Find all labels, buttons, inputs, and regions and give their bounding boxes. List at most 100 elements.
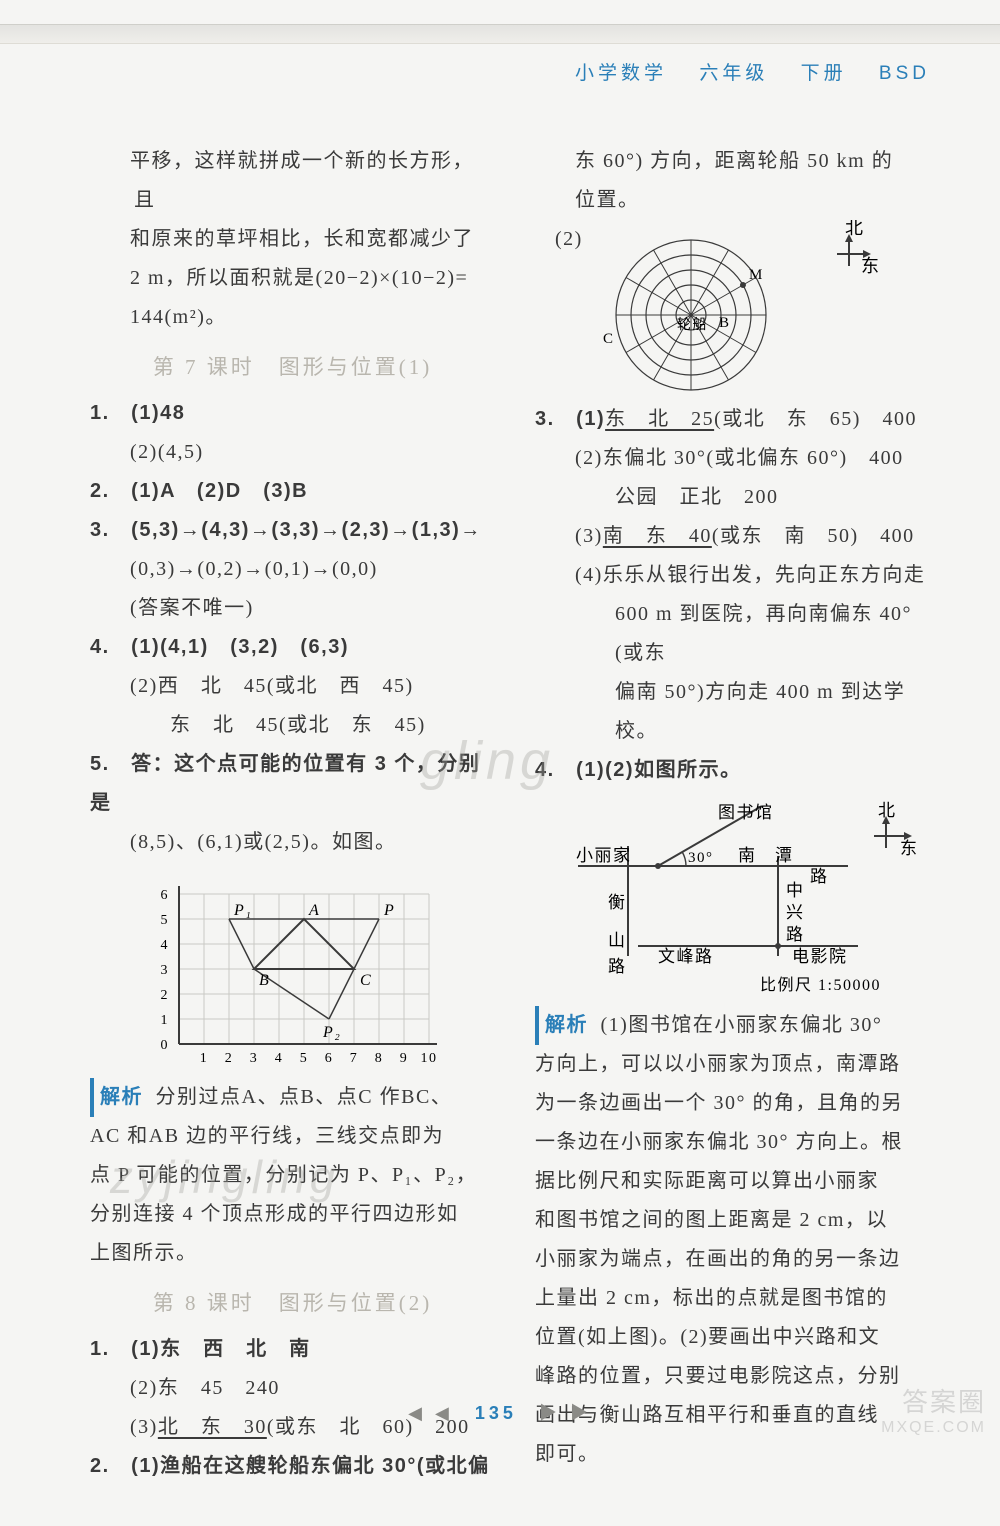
svg-text:4: 4: [274, 1051, 283, 1066]
svg-text:山: 山: [608, 931, 627, 950]
svg-text:0: 0: [160, 1038, 169, 1053]
q1-2: (2)(4,5): [90, 433, 495, 472]
svg-text:中: 中: [786, 881, 805, 900]
q3-3: (3)南 东 40(或东 南 50) 400: [535, 517, 940, 556]
map-figure: 北东图书馆小丽家30°南 潭路中兴路衡山路文峰路电影院比例尺 1:50000: [535, 796, 940, 996]
jiexi-line: 点 P 可能的位置，分别记为 P、P₁、P₂，: [90, 1156, 495, 1195]
svg-text:P: P: [383, 902, 395, 919]
svg-text:文峰路: 文峰路: [658, 947, 714, 966]
jiexi-line: 小丽家为端点，在画出的角的另一条边: [535, 1240, 940, 1279]
intro-line: 144(m²)。: [90, 298, 495, 337]
svg-text:北: 北: [878, 801, 897, 820]
jiexi-line: 上图所示。: [90, 1234, 495, 1273]
right-column: 东 60°) 方向，距离轮船 50 km 的 位置。 (2) 轮船 M B C 北 东…: [535, 142, 940, 1486]
q3-4b: 600 m 到医院，再向南偏东 40°(或东: [535, 595, 940, 673]
lesson-8-title: 第 8 课时 图形与位置(2): [90, 1283, 495, 1324]
q3-1: 3. (5,3)→(4,3)→(3,3)→(2,3)→(1,3)→: [90, 511, 495, 550]
jiexi-block: 解析 (1)图书馆在小丽家东偏北 30°: [535, 1006, 940, 1045]
svg-text:路: 路: [810, 867, 829, 886]
jiexi-line: 为一条边画出一个 30° 的角，且角的另: [535, 1084, 940, 1123]
svg-text:图书馆: 图书馆: [718, 803, 774, 822]
jiexi-block: 解析 分别过点A、点B、点C 作BC、: [90, 1078, 495, 1117]
svg-text:路: 路: [608, 957, 627, 976]
svg-text:M: M: [749, 267, 764, 283]
jiexi-line: 上量出 2 cm，标出的点就是图书馆的: [535, 1279, 940, 1318]
svg-text:P₁: P₁: [233, 902, 252, 919]
jiexi-line: 即可。: [535, 1435, 940, 1474]
jiexi-line: 和图书馆之间的图上距离是 2 cm，以: [535, 1201, 940, 1240]
map-svg: 北东图书馆小丽家30°南 潭路中兴路衡山路文峰路电影院比例尺 1:50000: [548, 796, 928, 996]
svg-text:B: B: [719, 315, 731, 331]
q2: 2. (1)A (2)D (3)B: [90, 472, 495, 511]
svg-text:衡: 衡: [608, 893, 627, 912]
svg-text:8: 8: [374, 1051, 383, 1066]
svg-text:10: 10: [420, 1051, 437, 1066]
svg-text:南 潭: 南 潭: [738, 846, 794, 865]
compass-svg: 轮船 M B C: [591, 220, 811, 400]
q3-1: 3. (1)东 北 25(或北 东 65) 400: [535, 400, 940, 439]
svg-text:轮船: 轮船: [677, 317, 708, 333]
cont-line: 位置。: [535, 181, 940, 220]
svg-text:东: 东: [900, 839, 919, 858]
q5-2: (8,5)、(6,1)或(2,5)。如图。: [90, 823, 495, 862]
svg-text:3: 3: [249, 1051, 258, 1066]
jiexi-line: 峰路的位置，只要过电影院这点，分别: [535, 1357, 940, 1396]
svg-text:3: 3: [160, 963, 169, 978]
jiexi-line: 分别过点A、点B、点C 作BC、: [156, 1086, 453, 1108]
q4-2: (2)西 北 45(或北 西 45): [90, 667, 495, 706]
q4: 4. (1)(2)如图所示。: [535, 751, 940, 790]
svg-text:9: 9: [399, 1051, 408, 1066]
intro-line: 和原来的草坪相比，长和宽都减少了: [90, 220, 495, 259]
svg-text:路: 路: [786, 925, 805, 944]
cont-line: 东 60°) 方向，距离轮船 50 km 的: [535, 142, 940, 181]
svg-text:C: C: [360, 972, 372, 989]
svg-text:P₂: P₂: [322, 1024, 341, 1041]
svg-text:C: C: [603, 331, 615, 347]
page: 平移，这样就拼成一个新的长方形，且 和原来的草坪相比，长和宽都减少了 2 m，所…: [0, 0, 1000, 1526]
svg-text:电影院: 电影院: [792, 947, 848, 966]
q2-fig-row: (2) 轮船MBC 北 东: [535, 220, 940, 400]
jiexi-line: 据比例尺和实际距离可以算出小丽家: [535, 1162, 940, 1201]
q1-1: 1. (1)48: [90, 394, 495, 433]
svg-text:6: 6: [160, 888, 169, 903]
jiexi-line: 方向上，可以以小丽家为顶点，南潭路: [535, 1045, 940, 1084]
grid-svg: 123456789100123456P₁APBCP₂: [143, 868, 443, 1068]
q2-label: (2): [555, 220, 583, 259]
jiexi-line: 一条边在小丽家东偏北 30° 方向上。根: [535, 1123, 940, 1162]
jiexi-line: (1)图书馆在小丽家东偏北 30°: [601, 1014, 883, 1036]
jiexi-line: AC 和AB 边的平行线，三线交点即为: [90, 1117, 495, 1156]
svg-text:比例尺 1:50000: 比例尺 1:50000: [760, 976, 881, 994]
grid-figure: 123456789100123456P₁APBCP₂: [90, 868, 495, 1068]
svg-text:B: B: [259, 972, 270, 989]
jiexi-label: 解析: [535, 1006, 588, 1045]
svg-text:30°: 30°: [688, 850, 714, 866]
svg-text:5: 5: [160, 913, 169, 928]
svg-text:2: 2: [224, 1051, 233, 1066]
q3-2: (2)东偏北 30°(或北偏东 60°) 400: [535, 439, 940, 478]
q4-1: 4. (1)(4,1) (3,2) (6,3): [90, 628, 495, 667]
left-column: 平移，这样就拼成一个新的长方形，且 和原来的草坪相比，长和宽都减少了 2 m，所…: [90, 142, 495, 1486]
b1-1: 1. (1)东 西 北 南: [90, 1330, 495, 1369]
jiexi-line: 位置(如上图)。(2)要画出中兴路和文: [535, 1318, 940, 1357]
lesson-7-title: 第 7 课时 图形与位置(1): [90, 347, 495, 388]
svg-text:东: 东: [861, 256, 879, 276]
page-number: ◀ ◀ 135 ▶ ▶: [0, 1399, 1000, 1425]
svg-text:6: 6: [324, 1051, 333, 1066]
svg-text:1: 1: [160, 1013, 169, 1028]
svg-text:小丽家: 小丽家: [576, 846, 632, 865]
q3-4c: 偏南 50°)方向走 400 m 到达学校。: [535, 673, 940, 751]
svg-text:5: 5: [299, 1051, 308, 1066]
q3-4a: (4)乐乐从银行出发，先向正东方向走: [535, 556, 940, 595]
svg-text:兴: 兴: [786, 903, 805, 922]
q3-3: (答案不唯一): [90, 589, 495, 628]
svg-text:7: 7: [349, 1051, 358, 1066]
svg-text:2: 2: [160, 988, 169, 1003]
columns: 平移，这样就拼成一个新的长方形，且 和原来的草坪相比，长和宽都减少了 2 m，所…: [90, 142, 940, 1486]
svg-text:4: 4: [160, 938, 169, 953]
svg-text:A: A: [308, 902, 320, 919]
q4-3: 东 北 45(或北 东 45): [90, 706, 495, 745]
jiexi-line: 分别连接 4 个顶点形成的平行四边形如: [90, 1195, 495, 1234]
intro-line: 平移，这样就拼成一个新的长方形，且: [90, 142, 495, 220]
intro-line: 2 m，所以面积就是(20−2)×(10−2)=: [90, 259, 495, 298]
jiexi-label: 解析: [90, 1078, 143, 1117]
